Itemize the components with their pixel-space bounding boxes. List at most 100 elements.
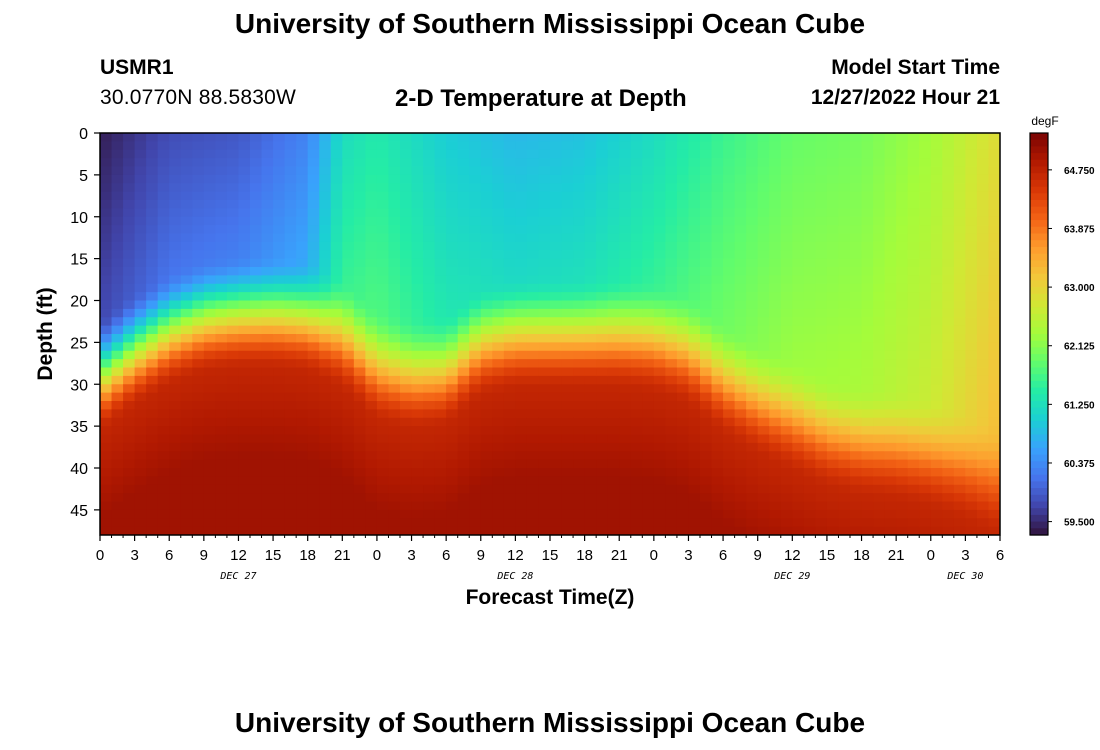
heatmap-cell: [353, 417, 366, 427]
heatmap-cell: [769, 451, 782, 461]
heatmap-cell: [515, 334, 528, 343]
heatmap-cell: [757, 225, 770, 235]
heatmap-cell: [861, 283, 874, 293]
heatmap-cell: [180, 367, 193, 377]
heatmap-cell: [123, 275, 136, 285]
heatmap-cell: [676, 434, 690, 444]
heatmap-cell: [723, 308, 736, 318]
heatmap-cell: [676, 401, 690, 410]
heatmap-cell: [296, 468, 309, 477]
heatmap-cell: [330, 133, 343, 142]
heatmap-cell: [261, 476, 274, 486]
heatmap-cell: [815, 233, 828, 243]
heatmap-cell: [965, 208, 978, 218]
heatmap-cell: [676, 359, 690, 369]
heatmap-cell: [757, 258, 770, 268]
heatmap-cell: [907, 384, 920, 394]
heatmap-cell: [180, 493, 193, 503]
heatmap-cell: [538, 158, 551, 168]
heatmap-cell: [838, 216, 851, 226]
footer-title: University of Southern Mississippi Ocean…: [234, 707, 866, 738]
heatmap-cell: [688, 342, 701, 352]
heatmap-cell: [457, 518, 470, 528]
heatmap-cell: [180, 392, 193, 402]
heatmap-cell: [503, 233, 516, 243]
heatmap-cell: [653, 283, 666, 293]
heatmap-cell: [284, 208, 297, 218]
heatmap-cell: [607, 359, 620, 369]
heatmap-cell: [896, 241, 909, 251]
heatmap-cell: [780, 292, 793, 302]
heatmap-cell: [688, 267, 701, 276]
heatmap-cell: [665, 292, 678, 302]
heatmap-cell: [388, 283, 401, 293]
heatmap-cell: [400, 375, 413, 385]
heatmap-cell: [296, 459, 309, 469]
heatmap-cell: [769, 434, 782, 444]
heatmap-cell: [296, 300, 309, 310]
heatmap-cell: [180, 308, 193, 318]
heatmap-cell: [688, 501, 701, 511]
heatmap-cell: [884, 325, 897, 335]
heatmap-cell: [146, 468, 159, 477]
heatmap-cell: [780, 451, 793, 461]
heatmap-cell: [365, 166, 378, 176]
heatmap-cell: [169, 384, 182, 394]
heatmap-cell: [596, 183, 609, 193]
heatmap-cell: [838, 417, 851, 427]
heatmap-cell: [976, 233, 990, 243]
heatmap-cell: [665, 434, 678, 444]
heatmap-cell: [573, 258, 586, 268]
heatmap-cell: [134, 250, 147, 260]
heatmap-cell: [353, 174, 366, 184]
heatmap-cell: [896, 526, 909, 535]
heatmap-cell: [503, 476, 516, 486]
heatmap-cell: [803, 501, 816, 511]
heatmap-cell: [688, 216, 701, 226]
colorbar-segment: [1030, 414, 1048, 422]
heatmap-cell: [307, 476, 320, 486]
heatmap-cell: [515, 250, 528, 260]
heatmap-cell: [273, 233, 286, 243]
heatmap-cell: [388, 384, 401, 394]
heatmap-cell: [146, 350, 159, 360]
heatmap-cell: [469, 442, 482, 452]
heatmap-cell: [896, 200, 909, 209]
heatmap-cell: [100, 275, 113, 285]
heatmap-cell: [319, 451, 332, 461]
heatmap-cell: [826, 208, 840, 218]
heatmap-cell: [492, 292, 505, 302]
heatmap-cell: [976, 459, 990, 469]
heatmap-cell: [815, 166, 828, 176]
heatmap-cell: [226, 191, 240, 201]
heatmap-cell: [596, 509, 609, 519]
heatmap-cell: [769, 300, 782, 310]
heatmap-cell: [723, 375, 736, 385]
heatmap-cell: [526, 208, 540, 218]
heatmap-cell: [700, 133, 713, 142]
heatmap-cell: [423, 509, 436, 519]
heatmap-cell: [573, 342, 586, 352]
heatmap-cell: [376, 133, 390, 142]
heatmap-cell: [850, 183, 863, 193]
heatmap-cell: [226, 350, 240, 360]
heatmap-cell: [769, 200, 782, 209]
heatmap-cell: [123, 342, 136, 352]
heatmap-cell: [665, 158, 678, 168]
heatmap-cell: [307, 191, 320, 201]
heatmap-cell: [203, 367, 216, 377]
heatmap-cell: [757, 484, 770, 494]
heatmap-cell: [330, 275, 343, 285]
heatmap-cell: [919, 476, 932, 486]
heatmap-cell: [561, 183, 574, 193]
heatmap-cell: [850, 417, 863, 427]
heatmap-cell: [965, 451, 978, 461]
colorbar-segment: [1030, 461, 1048, 469]
heatmap-cell: [573, 267, 586, 276]
heatmap-cell: [596, 133, 609, 142]
heatmap-cell: [157, 166, 170, 176]
heatmap-cell: [400, 283, 413, 293]
heatmap-cell: [630, 174, 643, 184]
x-axis: 0 3 6 9 12 15 18 21 0 3 6 9 12 15 18 21 0 3 6 9 12 15 18 21 0 3 6D…: [96, 535, 1004, 582]
heatmap-cell: [619, 275, 632, 285]
